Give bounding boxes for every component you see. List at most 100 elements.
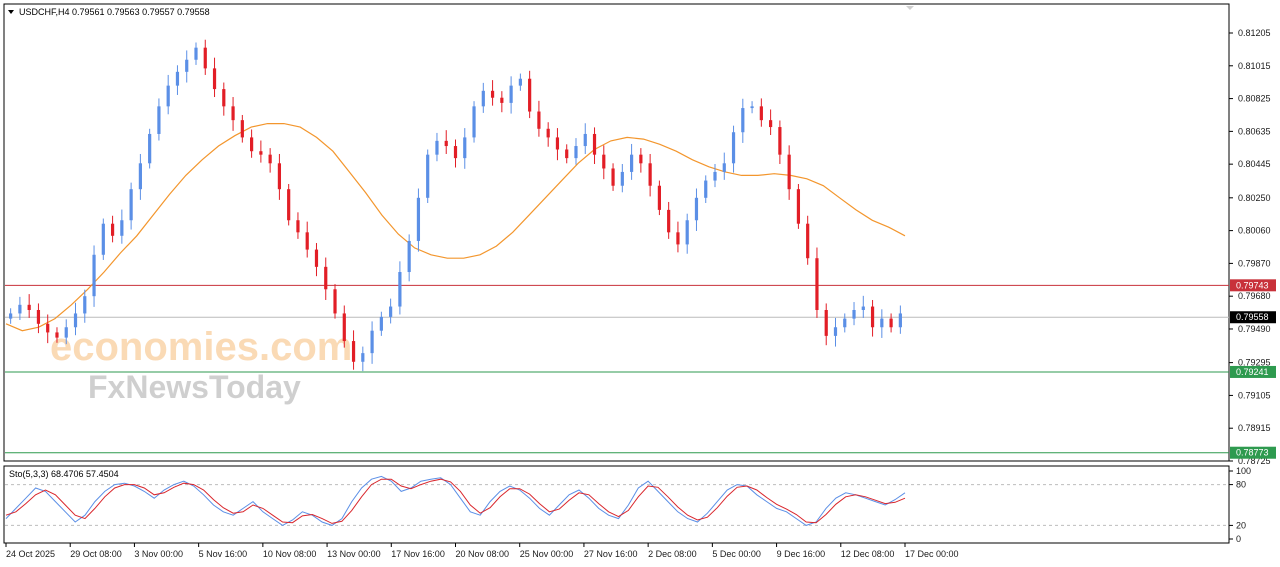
- candle-body: [694, 197, 699, 221]
- stoch-tick-label: 80: [1236, 480, 1246, 490]
- candle-body: [852, 309, 856, 319]
- candle-body: [277, 163, 282, 190]
- price-tag-bg: [1230, 365, 1276, 378]
- candle-body: [769, 120, 773, 128]
- candle-body: [713, 171, 717, 181]
- candle-body: [657, 185, 661, 210]
- candle-body: [880, 318, 884, 328]
- candle-body: [9, 313, 13, 319]
- candle-body: [129, 189, 133, 221]
- price-tick-label: 0.80825: [1238, 94, 1271, 104]
- time-tick-label: 3 Nov 00:00: [134, 549, 183, 559]
- candle-body: [472, 106, 476, 138]
- price-tick-label: 0.80060: [1238, 226, 1271, 236]
- stoch-tick-label: 0: [1236, 534, 1241, 544]
- watermark-economies: economies.com: [50, 325, 352, 369]
- candle-body: [333, 289, 337, 314]
- candle-body: [268, 154, 272, 164]
- price-tick-label: 0.79680: [1238, 291, 1271, 301]
- candle-body: [175, 71, 180, 86]
- candle-body: [83, 296, 87, 314]
- time-tick-label: 13 Nov 00:00: [327, 549, 381, 559]
- symbol-header: USDCHF,H4 0.79561 0.79563 0.79557 0.7955…: [19, 7, 210, 17]
- price-tag-label: 0.79241: [1236, 367, 1269, 377]
- price-tick-label: 0.79490: [1238, 324, 1271, 334]
- watermark-fxnewstoday: FxNewsToday: [88, 369, 301, 405]
- candle-body: [64, 327, 68, 338]
- price-tick-label: 0.79295: [1238, 358, 1271, 368]
- price-tag-label: 0.79558: [1236, 312, 1269, 322]
- candle-body: [185, 59, 189, 72]
- price-tick-label: 0.79105: [1238, 390, 1271, 400]
- candle-body: [741, 108, 745, 133]
- watermark: economies.com FxNewsToday: [50, 325, 352, 405]
- candle-body: [416, 197, 421, 241]
- price-tick-label: 0.80250: [1238, 193, 1271, 203]
- time-tick-label: 20 Nov 08:00: [456, 549, 510, 559]
- candle-body: [203, 47, 207, 69]
- time-tick-label: 10 Nov 08:00: [263, 549, 317, 559]
- time-tick-label: 5 Nov 16:00: [199, 549, 248, 559]
- time-tick-label: 24 Oct 2025: [6, 549, 55, 559]
- stoch-main-line: [5, 475, 906, 526]
- candle-body: [861, 306, 865, 310]
- time-tick-label: 5 Dec 00:00: [712, 549, 761, 559]
- candle-body: [546, 128, 550, 138]
- price-tag-bg: [1230, 311, 1276, 324]
- candle-body: [509, 85, 513, 103]
- candle-body: [250, 137, 254, 152]
- candle-body: [370, 330, 374, 354]
- candle-body: [166, 85, 170, 107]
- price-tag-bg: [1230, 279, 1276, 292]
- moving-average: [5, 122, 906, 332]
- price-tag-label: 0.78773: [1236, 448, 1269, 458]
- candle-body: [314, 249, 319, 267]
- candle-body: [296, 220, 300, 233]
- candle-body: [500, 97, 504, 103]
- candle-body: [490, 90, 495, 98]
- candle-body: [194, 47, 198, 60]
- price-tick-label: 0.81015: [1238, 61, 1271, 71]
- price-tick-label: 0.78915: [1238, 423, 1271, 433]
- candle-body: [435, 140, 439, 155]
- candle-body: [481, 90, 485, 107]
- time-tick-label: 27 Nov 16:00: [584, 549, 638, 559]
- time-tick-label: 2 Dec 08:00: [648, 549, 697, 559]
- candle-body: [342, 313, 346, 342]
- price-tick-label: 0.80445: [1238, 159, 1271, 169]
- candle-body: [806, 223, 810, 259]
- candle-body: [778, 127, 782, 155]
- candle-body: [518, 78, 522, 86]
- price-tag-bg: [1230, 446, 1276, 459]
- candle-body: [629, 154, 634, 172]
- candle-body: [898, 313, 902, 328]
- candle-body: [398, 272, 402, 307]
- candle-body: [379, 316, 383, 331]
- price-panel-frame: [3, 3, 1230, 462]
- price-tick-label: 0.79870: [1238, 258, 1271, 268]
- candle-body: [731, 132, 736, 164]
- candle-body: [620, 171, 624, 186]
- candle-body: [212, 68, 217, 90]
- candle-body: [305, 232, 309, 250]
- stochastic-axis: 100 80 20 0: [1229, 466, 1251, 544]
- candle-body: [36, 309, 41, 324]
- candle-body: [889, 318, 893, 328]
- candle-body: [676, 232, 680, 245]
- stoch-signal-line: [5, 478, 906, 524]
- stochastic-header: Sto(5,3,3) 68.4706 57.4504: [9, 469, 119, 479]
- candle-body: [833, 327, 838, 336]
- scroll-marker-icon[interactable]: [906, 6, 914, 10]
- price-tag-label: 0.79743: [1236, 280, 1269, 290]
- candle-body: [870, 306, 875, 328]
- candle-body: [361, 353, 365, 362]
- symbol-menu-triangle-icon[interactable]: [8, 10, 14, 14]
- time-tick-label: 9 Dec 16:00: [777, 549, 826, 559]
- candle-body: [287, 189, 291, 221]
- candle-body: [92, 254, 96, 297]
- candle-body: [259, 151, 263, 155]
- candlesticks: [9, 39, 902, 372]
- candle-body: [453, 146, 458, 159]
- candle-body: [138, 163, 142, 190]
